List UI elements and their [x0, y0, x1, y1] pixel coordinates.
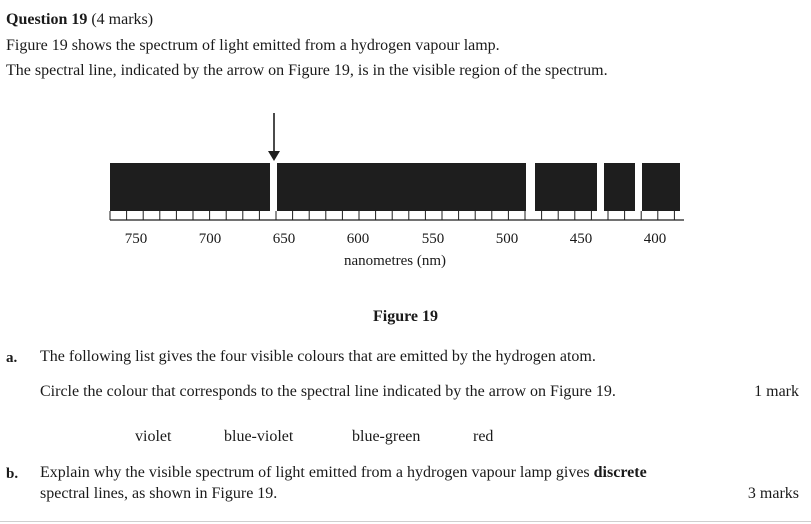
intro-line-2: The spectral line, indicated by the arro… — [6, 62, 608, 79]
part-b-emphasis: discrete — [593, 464, 647, 481]
arrow-indicator — [268, 113, 280, 161]
hydrogen-spectrum-figure: 750 700 650 600 550 500 450 400 nanometres (nm) — [109, 113, 684, 269]
question-marks: (4 marks) — [91, 11, 154, 28]
question-label: Question 19 — [6, 11, 88, 28]
part-b-prompt-line-1: Explain why the visible spectrum of ligh… — [40, 464, 647, 482]
wavelength-scale — [109, 211, 684, 221]
tick-label-700: 700 — [199, 231, 222, 247]
colour-option-blue-violet[interactable]: blue-violet — [224, 428, 294, 445]
tick-label-550: 550 — [422, 231, 445, 247]
question-heading: Question 19 (4 marks) — [6, 11, 153, 29]
spectrum-block-1 — [110, 163, 270, 211]
spectrum-block-5 — [642, 163, 680, 211]
page-bottom-rule — [0, 521, 811, 522]
part-a-marks: 1 mark — [754, 383, 799, 400]
part-b-prompt-line-2: spectral lines, as shown in Figure 19. — [40, 485, 278, 502]
tick-label-400: 400 — [644, 231, 667, 247]
part-b-marks: 3 marks — [747, 485, 799, 502]
part-a-prompt-line-1: The following list gives the four visibl… — [40, 348, 596, 365]
tick-label-750: 750 — [125, 231, 148, 247]
tick-label-450: 450 — [570, 231, 593, 247]
figure-caption: Figure 19 — [372, 308, 439, 325]
spectrum-block-3 — [535, 163, 597, 211]
spectrum-bars — [110, 163, 680, 211]
spectrum-block-4 — [604, 163, 635, 211]
part-b-letter: b. — [6, 466, 19, 482]
intro-line-1: Figure 19 shows the spectrum of light em… — [6, 37, 500, 54]
tick-labels: 750 700 650 600 550 500 450 400 — [125, 231, 667, 247]
colour-option-blue-green[interactable]: blue-green — [352, 428, 421, 445]
part-a-letter: a. — [6, 350, 18, 366]
tick-label-650: 650 — [273, 231, 296, 247]
part-a-prompt-line-2: Circle the colour that corresponds to th… — [40, 383, 616, 400]
part-b-prompt-text: Explain why the visible spectrum of ligh… — [40, 464, 594, 481]
axis-label: nanometres (nm) — [344, 253, 446, 269]
tick-label-500: 500 — [496, 231, 519, 247]
spectrum-block-2 — [277, 163, 526, 211]
colour-option-red[interactable]: red — [473, 428, 494, 445]
tick-label-600: 600 — [347, 231, 370, 247]
colour-option-violet[interactable]: violet — [135, 428, 172, 445]
